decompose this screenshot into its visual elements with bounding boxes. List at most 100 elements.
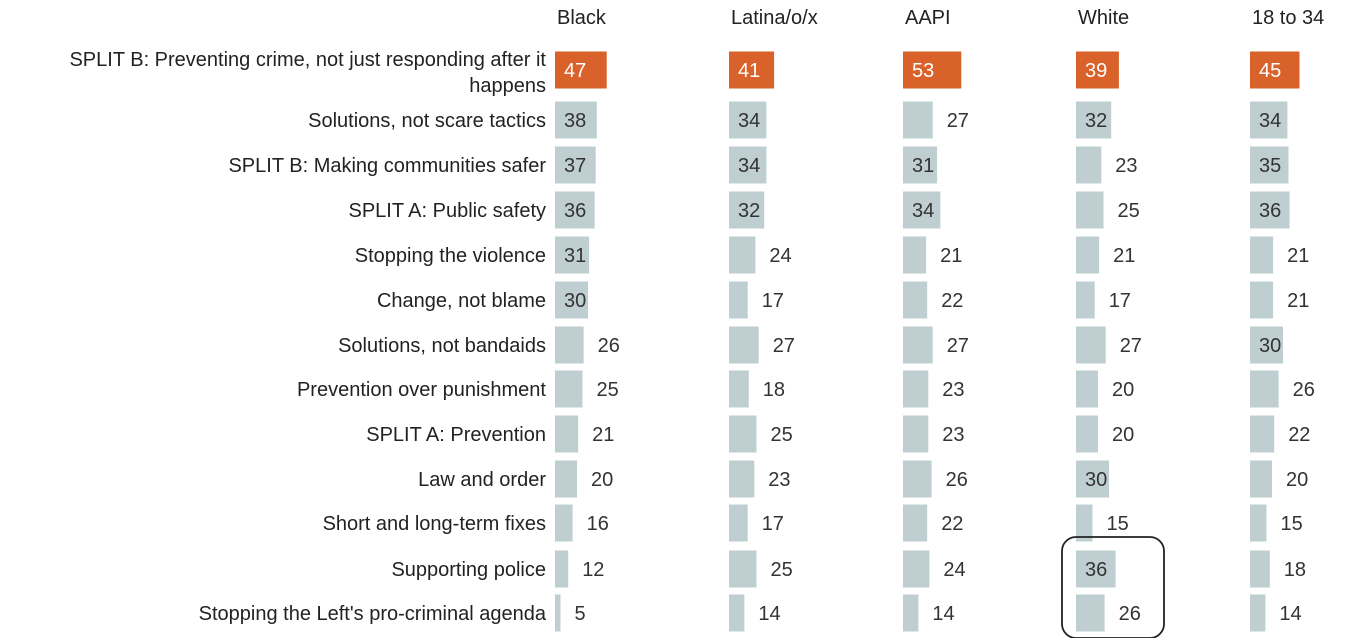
bar-black-split-a-prevention — [555, 415, 579, 453]
value-18-to-34-stopping-the-left-s-pro-criminal-agenda: 14 — [1279, 603, 1301, 625]
value-18-to-34-solutions-not-scare-tactics: 34 — [1259, 110, 1281, 132]
bar-18-to-34-split-a-prevention — [1250, 415, 1275, 453]
bar-aapi-split-a-prevention — [903, 415, 929, 453]
bar-white-stopping-the-violence — [1076, 236, 1100, 274]
value-black-law-and-order: 20 — [591, 469, 613, 491]
value-black-stopping-the-violence: 31 — [564, 245, 586, 267]
bar-latina-o-x-supporting-police — [729, 550, 757, 588]
value-black-split-b-preventing-crime-not-just-responding-after-it-happens: 47 — [564, 60, 586, 82]
value-white-law-and-order: 30 — [1085, 469, 1107, 491]
row-label-split-a-prevention: SPLIT A: Prevention — [366, 424, 546, 446]
bar-aapi-split-a-public-safety — [903, 191, 941, 229]
bar-black-short-and-long-term-fixes — [555, 504, 573, 542]
bar-aapi-short-and-long-term-fixes — [903, 504, 928, 542]
value-black-stopping-the-left-s-pro-criminal-agenda: 5 — [575, 603, 586, 625]
value-18-to-34-stopping-the-violence: 21 — [1287, 245, 1309, 267]
value-latina-o-x-split-a-prevention: 25 — [771, 424, 793, 446]
value-aapi-split-a-prevention: 23 — [942, 424, 964, 446]
bar-aapi-stopping-the-left-s-pro-criminal-agenda — [903, 594, 919, 632]
value-white-split-a-public-safety: 25 — [1118, 200, 1140, 222]
highlight-box — [1061, 536, 1165, 638]
bar-black-change-not-blame — [555, 281, 588, 319]
bar-latina-o-x-short-and-long-term-fixes — [729, 504, 748, 542]
value-latina-o-x-stopping-the-violence: 24 — [769, 245, 791, 267]
bar-aapi-prevention-over-punishment — [903, 370, 929, 408]
bar-white-stopping-the-left-s-pro-criminal-agenda — [1076, 594, 1105, 632]
bar-black-prevention-over-punishment — [555, 370, 583, 408]
value-latina-o-x-change-not-blame: 17 — [762, 290, 784, 312]
bar-aapi-split-b-preventing-crime-not-just-responding-after-it-happens — [903, 51, 962, 89]
value-latina-o-x-split-a-public-safety: 32 — [738, 200, 760, 222]
bar-latina-o-x-split-a-prevention — [729, 415, 757, 453]
value-white-split-b-preventing-crime-not-just-responding-after-it-happens: 39 — [1085, 60, 1107, 82]
bar-white-split-b-making-communities-safer — [1076, 146, 1102, 184]
value-black-solutions-not-bandaids: 26 — [598, 335, 620, 357]
bar-black-law-and-order — [555, 460, 577, 498]
bar-white-solutions-not-scare-tactics — [1076, 101, 1112, 139]
value-18-to-34-split-b-preventing-crime-not-just-responding-after-it-happens: 45 — [1259, 60, 1281, 82]
bar-black-solutions-not-bandaids — [555, 326, 584, 364]
value-white-change-not-blame: 17 — [1109, 290, 1131, 312]
value-18-to-34-solutions-not-bandaids: 30 — [1259, 335, 1281, 357]
value-18-to-34-supporting-police: 18 — [1284, 559, 1306, 581]
bar-aapi-change-not-blame — [903, 281, 928, 319]
bar-aapi-stopping-the-violence — [903, 236, 927, 274]
bar-aapi-split-b-making-communities-safer — [903, 146, 938, 184]
bar-latina-o-x-law-and-order — [729, 460, 755, 498]
value-aapi-short-and-long-term-fixes: 22 — [941, 513, 963, 535]
bar-black-stopping-the-violence — [555, 236, 590, 274]
value-18-to-34-split-a-prevention: 22 — [1288, 424, 1310, 446]
bar-white-short-and-long-term-fixes — [1076, 504, 1093, 542]
bar-latina-o-x-split-b-making-communities-safer — [729, 146, 767, 184]
column-header-black: Black — [557, 7, 607, 29]
value-18-to-34-prevention-over-punishment: 26 — [1293, 379, 1315, 401]
bar-latina-o-x-stopping-the-violence — [729, 236, 756, 274]
bar-18-to-34-split-a-public-safety — [1250, 191, 1290, 229]
value-latina-o-x-solutions-not-scare-tactics: 34 — [738, 110, 760, 132]
bar-18-to-34-solutions-not-bandaids — [1250, 326, 1283, 364]
row-labels: SPLIT B: Preventing crime, not just resp… — [69, 49, 546, 625]
value-white-solutions-not-scare-tactics: 32 — [1085, 110, 1107, 132]
row-label-supporting-police: Supporting police — [391, 559, 546, 581]
row-label-split-a-public-safety: SPLIT A: Public safety — [348, 200, 546, 222]
bar-white-split-a-prevention — [1076, 415, 1098, 453]
bar-black-split-a-public-safety — [555, 191, 595, 229]
value-aapi-law-and-order: 26 — [946, 469, 968, 491]
bar-aapi-supporting-police — [903, 550, 930, 588]
value-18-to-34-law-and-order: 20 — [1286, 469, 1308, 491]
bar-white-law-and-order — [1076, 460, 1109, 498]
row-label-stopping-the-left-s-pro-criminal-agenda: Stopping the Left's pro-criminal agenda — [199, 603, 547, 625]
bar-latina-o-x-solutions-not-bandaids — [729, 326, 759, 364]
bars — [555, 51, 1300, 632]
bar-18-to-34-change-not-blame — [1250, 281, 1274, 319]
value-labels: 47 38 37 36 31 30 26 25 21 20 16 12 5 41 34 34 32 24 17 27 1… — [564, 60, 1315, 625]
bar-18-to-34-stopping-the-left-s-pro-criminal-agenda — [1250, 594, 1266, 632]
value-18-to-34-split-b-making-communities-safer: 35 — [1259, 155, 1281, 177]
value-18-to-34-change-not-blame: 21 — [1287, 290, 1309, 312]
bar-latina-o-x-solutions-not-scare-tactics — [729, 101, 767, 139]
bar-aapi-solutions-not-scare-tactics — [903, 101, 933, 139]
bar-18-to-34-prevention-over-punishment — [1250, 370, 1279, 408]
bar-18-to-34-split-b-preventing-crime-not-just-responding-after-it-happens — [1250, 51, 1300, 89]
value-white-stopping-the-left-s-pro-criminal-agenda: 26 — [1119, 603, 1141, 625]
value-aapi-solutions-not-scare-tactics: 27 — [947, 110, 969, 132]
bar-latina-o-x-split-a-public-safety — [729, 191, 765, 229]
row-label-split-b-making-communities-safer: SPLIT B: Making communities safer — [228, 155, 546, 177]
bar-white-supporting-police — [1076, 550, 1116, 588]
bar-latina-o-x-split-b-preventing-crime-not-just-responding-after-it-happens — [729, 51, 775, 89]
column-header-aapi: AAPI — [905, 7, 951, 29]
row-label-split-b-preventing-crime-not-just-responding-after-it-happens-line-1: SPLIT B: Preventing crime, not just resp… — [69, 49, 546, 71]
value-black-short-and-long-term-fixes: 16 — [587, 513, 609, 535]
value-latina-o-x-stopping-the-left-s-pro-criminal-agenda: 14 — [758, 603, 780, 625]
value-white-solutions-not-bandaids: 27 — [1120, 335, 1142, 357]
value-white-split-b-making-communities-safer: 23 — [1115, 155, 1137, 177]
value-latina-o-x-supporting-police: 25 — [771, 559, 793, 581]
value-aapi-split-a-public-safety: 34 — [912, 200, 934, 222]
value-black-change-not-blame: 30 — [564, 290, 586, 312]
bar-18-to-34-stopping-the-violence — [1250, 236, 1274, 274]
value-latina-o-x-law-and-order: 23 — [768, 469, 790, 491]
row-label-solutions-not-scare-tactics: Solutions, not scare tactics — [308, 110, 546, 132]
bar-18-to-34-supporting-police — [1250, 550, 1270, 588]
row-label-prevention-over-punishment: Prevention over punishment — [297, 379, 546, 401]
